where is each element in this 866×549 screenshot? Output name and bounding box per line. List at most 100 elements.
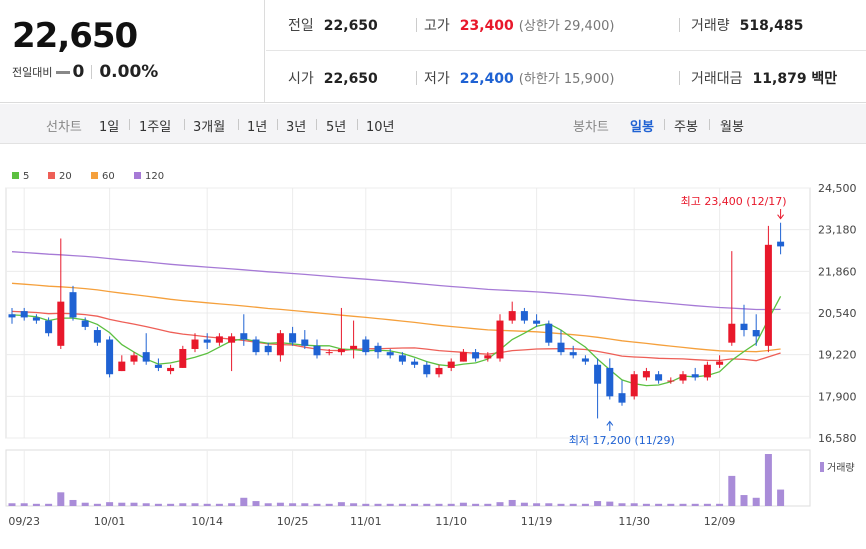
volume-bar xyxy=(472,503,480,506)
stat-label: 전일 xyxy=(288,18,314,34)
min-arrowhead xyxy=(606,420,614,426)
period-3y[interactable]: 3년 xyxy=(286,120,307,135)
candle-body xyxy=(350,345,358,349)
stat-label: 저가 xyxy=(424,71,450,87)
divider xyxy=(416,71,417,85)
volume-bar xyxy=(386,503,394,506)
period-monthly[interactable]: 월봉 xyxy=(720,120,744,135)
volume-bar xyxy=(106,502,114,506)
period-daily[interactable]: 일봉 xyxy=(630,120,654,135)
change-value: 0 xyxy=(72,62,85,82)
volume-bar xyxy=(423,503,431,506)
y-tick-label: 24,500 xyxy=(818,182,857,195)
candle-body xyxy=(508,311,516,321)
volume-bar xyxy=(728,475,736,506)
candle-body xyxy=(289,333,297,343)
stat-value: 22,400 xyxy=(459,71,514,87)
legend-label: 120 xyxy=(145,171,164,182)
stat-open: 시가 22,650 xyxy=(288,68,378,88)
change-row: 전일대비 0 0.00% xyxy=(12,62,158,82)
candle-body xyxy=(752,330,760,337)
ma120-line xyxy=(11,251,781,311)
legend-swatch xyxy=(134,172,141,179)
volume-bar xyxy=(93,503,101,506)
candle-body xyxy=(411,361,419,365)
volume-bar xyxy=(130,502,138,506)
volume-bar xyxy=(411,503,419,506)
volume-bar xyxy=(8,503,16,506)
ma5-line xyxy=(11,295,782,387)
candle-body xyxy=(764,244,772,346)
volume-bar xyxy=(752,497,760,506)
volume-bar xyxy=(81,502,89,506)
x-tick-label: 10/01 xyxy=(94,515,126,528)
stat-upper-limit: (상한가 29,400) xyxy=(518,19,615,34)
stat-low: 저가 22,400 (하한가 15,900) xyxy=(424,68,614,88)
candle-body xyxy=(93,330,101,343)
volume-bar xyxy=(167,503,175,506)
stats-panel: 전일 22,650 고가 23,400 (상한가 29,400) 거래량 518… xyxy=(266,0,866,103)
volume-bar xyxy=(313,503,321,506)
candle-body xyxy=(81,320,89,327)
volume-bar xyxy=(545,503,553,506)
volume-bar xyxy=(691,503,699,506)
candle-body xyxy=(398,355,406,362)
volume-plot-frame xyxy=(5,449,811,507)
period-1w[interactable]: 1주일 xyxy=(139,120,172,135)
volume-bar xyxy=(642,503,650,506)
candle-body xyxy=(362,339,370,353)
candle-body xyxy=(301,339,309,346)
stat-value: 518,485 xyxy=(739,18,804,34)
candle-body xyxy=(240,333,248,340)
max-annotation: 최고 23,400 (12/17) xyxy=(681,195,787,208)
volume-bar xyxy=(630,503,638,506)
volume-bar xyxy=(215,503,223,506)
volume-bar xyxy=(69,499,77,506)
period-5y[interactable]: 5년 xyxy=(326,120,347,135)
volume-bar xyxy=(203,503,211,506)
candle-body xyxy=(630,374,638,397)
x-tick-label: 12/09 xyxy=(704,515,736,528)
period-weekly[interactable]: 주봉 xyxy=(674,120,698,135)
stat-amount: 거래대금 11,879 백만 xyxy=(691,68,837,88)
change-label: 전일대비 xyxy=(12,66,53,79)
stat-value: 11,879 백만 xyxy=(752,71,838,87)
price-box: 22,650 전일대비 0 0.00% xyxy=(0,0,265,103)
divider xyxy=(277,119,278,130)
x-tick-label: 11/19 xyxy=(521,515,553,528)
candle-body xyxy=(618,393,626,403)
volume-bar xyxy=(301,503,309,506)
x-tick-label: 09/23 xyxy=(8,515,40,528)
volume-bar xyxy=(154,503,162,506)
divider xyxy=(238,119,239,130)
candle-body xyxy=(740,323,748,331)
volume-bar xyxy=(57,492,65,506)
period-1d[interactable]: 1일 xyxy=(99,120,120,135)
divider xyxy=(129,119,130,130)
volume-bar xyxy=(350,503,358,506)
candle-body xyxy=(106,339,114,375)
y-tick-label: 23,180 xyxy=(818,224,857,237)
divider xyxy=(316,119,317,130)
candle-body xyxy=(703,364,711,378)
stat-lower-limit: (하한가 15,900) xyxy=(518,72,615,87)
volume-bar xyxy=(435,503,443,506)
volume-bar xyxy=(362,503,370,506)
volume-bar xyxy=(520,502,528,506)
candle-body xyxy=(57,301,65,346)
x-tick-label: 11/30 xyxy=(618,515,650,528)
period-1y[interactable]: 1년 xyxy=(247,120,268,135)
candle-body xyxy=(557,342,565,353)
period-10y[interactable]: 10년 xyxy=(366,120,395,135)
candle-body xyxy=(32,317,40,321)
candle-body xyxy=(472,352,480,359)
divider xyxy=(357,119,358,130)
volume-bar xyxy=(618,503,626,506)
volume-bar xyxy=(459,502,467,506)
candle-body xyxy=(520,311,528,321)
period-3m[interactable]: 3개월 xyxy=(193,120,226,135)
ma20-line xyxy=(11,310,781,362)
volume-bar xyxy=(777,489,785,506)
candlestick-chart: 24,500 23,180 21,860 20,540 19,220 17,900 16,5… xyxy=(5,171,857,528)
volume-bar xyxy=(508,499,516,506)
